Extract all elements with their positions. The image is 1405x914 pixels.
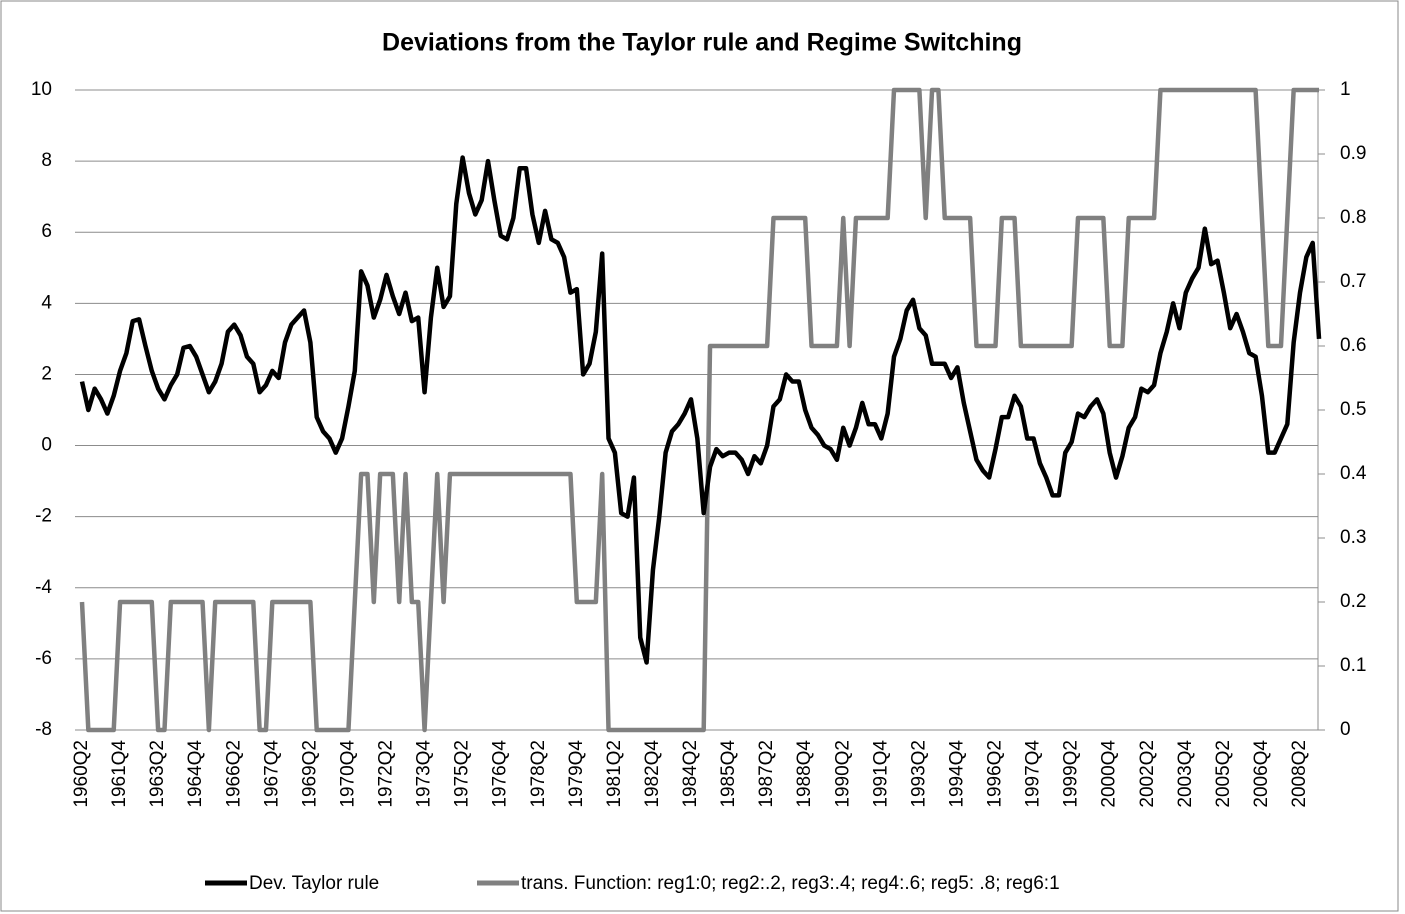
x-tick-label: 1966Q2 [223,740,244,808]
series-line [79,87,1320,733]
chart-title: Deviations from the Taylor rule and Regi… [382,29,1022,57]
x-tick-label: 1963Q2 [147,740,168,808]
legend-label: Dev. Taylor rule [249,873,379,894]
x-tick-label: 1960Q2 [71,740,92,808]
y2-tick-label: 0.2 [1340,591,1366,612]
x-tick-label: 1984Q2 [680,740,701,808]
legend-label: trans. Function: reg1:0; reg2:.2, reg3:.… [521,873,1060,894]
x-tick-label: 1961Q4 [109,740,130,808]
x-tick-label: 1969Q2 [299,740,320,808]
x-tick-label: 1964Q4 [185,740,206,808]
x-tick-label: 1994Q4 [946,740,967,808]
y2-tick-label: 0.3 [1340,527,1366,548]
x-tick-label: 1973Q4 [414,740,435,808]
x-tick-label: 1985Q4 [718,740,739,808]
y2-tick-label: 0.4 [1340,463,1367,484]
y2-tick-label: 0.6 [1340,335,1366,356]
y-tick-label: 2 [41,363,52,384]
y-tick-label: 8 [41,150,52,171]
x-tick-label: 2002Q2 [1137,740,1158,808]
y-tick-label: -2 [35,506,52,527]
x-tick-label: 1993Q2 [908,740,929,808]
y2-tick-label: 1 [1340,79,1351,100]
x-tick-label: 1987Q2 [756,740,777,808]
x-tick-label: 1976Q4 [490,740,511,808]
y-tick-label: -8 [35,719,52,740]
y2-tick-label: 0.5 [1340,399,1366,420]
y2-tick-label: 0.8 [1340,207,1366,228]
x-tick-label: 1988Q4 [794,740,815,808]
series-line [79,155,1322,665]
x-tick-label: 1999Q2 [1061,740,1082,808]
x-tick-label: 1970Q4 [337,740,358,808]
x-tick-label: 1979Q4 [566,740,587,808]
y2-tick-label: 0.9 [1340,143,1366,164]
x-tick-label: 1967Q4 [261,740,282,808]
x-tick-label: 1981Q2 [604,740,625,808]
y-tick-label: -6 [35,648,52,669]
y-tick-label: 4 [41,292,52,313]
x-tick-label: 2000Q4 [1099,740,1120,808]
x-tick-label: 2008Q2 [1289,740,1310,808]
x-tick-label: 1972Q2 [376,740,397,808]
x-tick-label: 1982Q4 [642,740,663,808]
y-tick-label: 6 [41,221,52,242]
x-tick-label: 1978Q2 [528,740,549,808]
x-tick-label: 1996Q2 [985,740,1006,808]
x-tick-label: 2005Q2 [1213,740,1234,808]
x-tick-label: 2003Q4 [1175,740,1196,808]
y-tick-label: 0 [41,435,52,456]
y2-tick-label: 0.7 [1340,271,1366,292]
x-tick-label: 1991Q4 [870,740,891,808]
y2-tick-label: 0.1 [1340,655,1366,676]
y-tick-label: -4 [35,577,52,598]
y-tick-label: 10 [31,79,52,100]
x-tick-label: 1997Q4 [1023,740,1044,808]
y2-tick-label: 0 [1340,719,1351,740]
x-tick-label: 1975Q2 [452,740,473,808]
x-tick-label: 2006Q4 [1251,740,1272,808]
x-tick-label: 1990Q2 [832,740,853,808]
